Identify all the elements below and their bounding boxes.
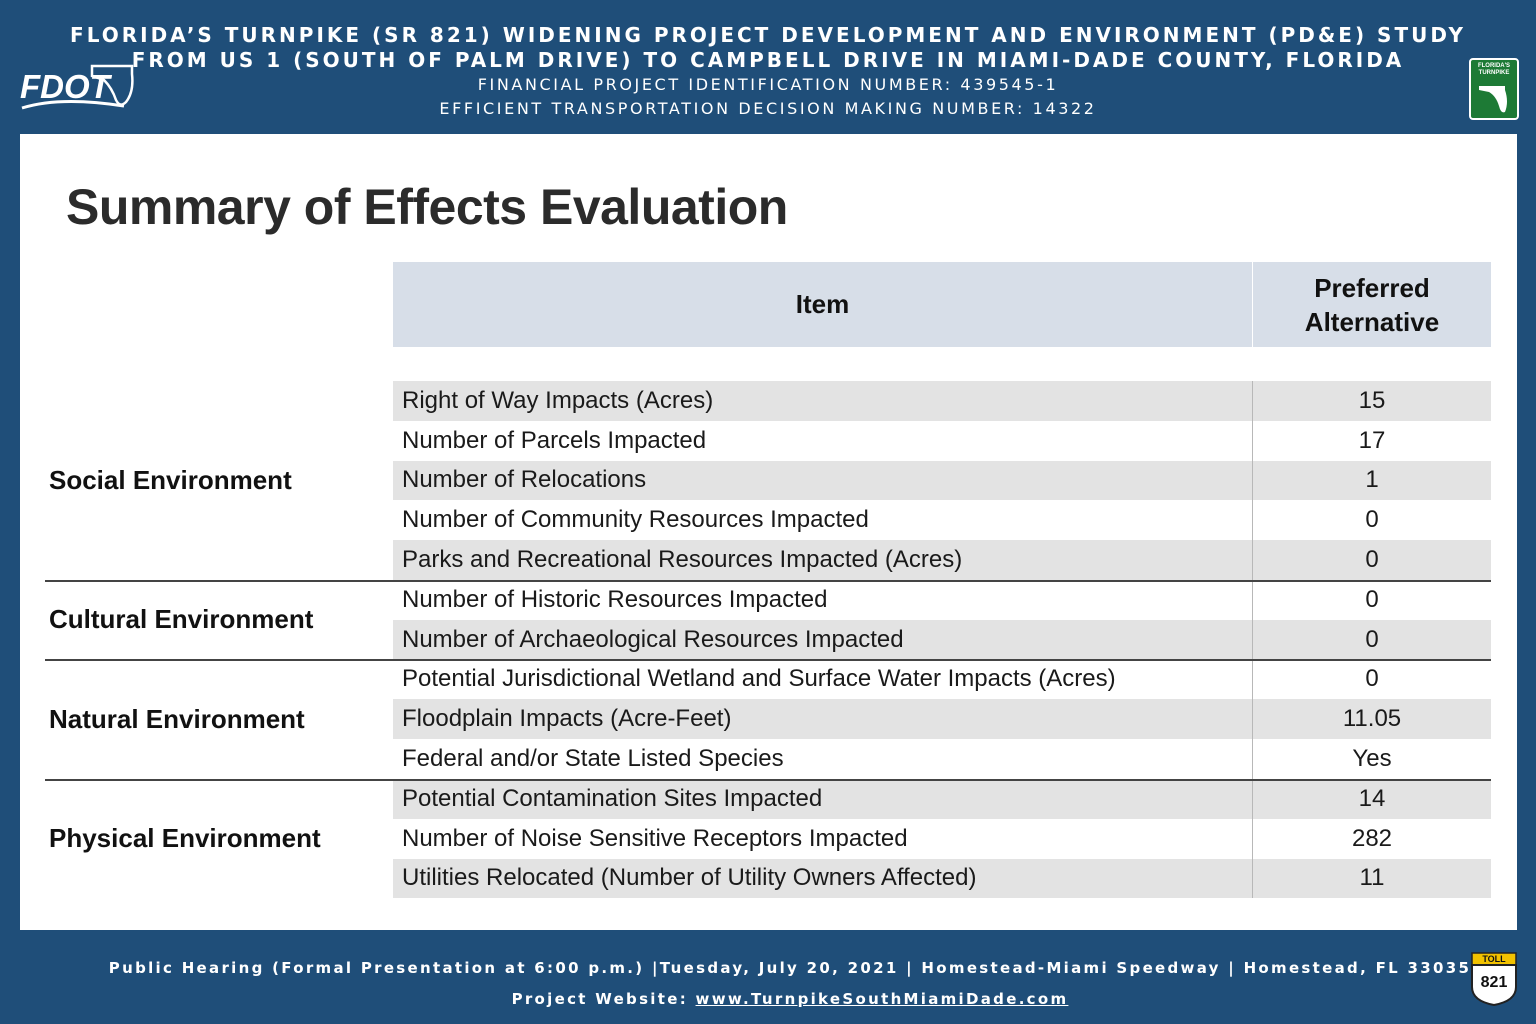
category-cultural: Cultural Environment <box>49 604 314 634</box>
row-item: Floodplain Impacts (Acre-Feet) <box>393 699 1253 740</box>
row-value: 282 <box>1351 824 1393 852</box>
column-header-item: Item <box>393 262 1253 347</box>
row-item: Number of Parcels Impacted <box>393 420 1253 461</box>
column-header-preferred: Preferred Alternative <box>1253 262 1491 347</box>
florida-outline-icon <box>21 64 134 110</box>
table-row: Right of Way Impacts (Acres) 15 <box>393 381 1491 421</box>
table-header: Item Preferred Alternative <box>393 262 1491 347</box>
row-value: 15 <box>1358 386 1386 414</box>
content-panel: Summary of Effects Evaluation Item Prefe… <box>20 134 1517 930</box>
category-social: Social Environment <box>49 465 292 495</box>
header-banner: FLORIDA’S TURNPIKE (SR 821) WIDENING PRO… <box>0 0 1536 134</box>
toll-shield-icon <box>1471 952 1517 1007</box>
category-physical: Physical Environment <box>49 823 321 853</box>
florida-turnpike-logo: FLORIDA'S TURNPIKE <box>1469 58 1519 120</box>
table-row: Federal and/or State Listed Species Yes <box>393 739 1491 779</box>
table-row: Potential Contamination Sites Impacted 1… <box>393 778 1491 819</box>
table-row: Potential Jurisdictional Wetland and Sur… <box>393 659 1491 700</box>
page-title: Summary of Effects Evaluation <box>66 179 788 235</box>
row-value: 11 <box>1359 864 1385 892</box>
table-body: Right of Way Impacts (Acres) 15 Number o… <box>393 381 1491 899</box>
category-natural: Natural Environment <box>49 704 305 734</box>
header-etdm: EFFICIENT TRANSPORTATION DECISION MAKING… <box>439 99 1097 118</box>
row-item: Number of Noise Sensitive Receptors Impa… <box>393 818 1253 859</box>
row-item: Number of Community Resources Impacted <box>393 500 1253 541</box>
toll-label: TOLL <box>1482 954 1506 964</box>
row-value: 0 <box>1365 546 1379 574</box>
table-row: Parks and Recreational Resources Impacte… <box>393 540 1491 580</box>
row-item: Potential Contamination Sites Impacted <box>393 778 1253 819</box>
table-row: Number of Parcels Impacted 17 <box>393 420 1491 461</box>
header-title-line1: FLORIDA’S TURNPIKE (SR 821) WIDENING PRO… <box>70 23 1466 47</box>
row-value: 0 <box>1365 665 1379 693</box>
row-value: 14 <box>1358 784 1386 812</box>
row-item: Parks and Recreational Resources Impacte… <box>393 540 1253 580</box>
row-value: 0 <box>1365 625 1379 653</box>
row-value: 11.05 <box>1342 705 1402 733</box>
category-divider <box>45 659 1491 661</box>
florida-shape-icon <box>1479 86 1507 113</box>
project-website-link[interactable]: www.TurnpikeSouthMiamiDade.com <box>695 990 1069 1008</box>
category-divider <box>45 580 1491 582</box>
toll-821-logo: TOLL 821 <box>1469 951 1519 1007</box>
table-row: Floodplain Impacts (Acre-Feet) 11.05 <box>393 699 1491 740</box>
website-label: Project Website: <box>511 990 688 1008</box>
row-item: Potential Jurisdictional Wetland and Sur… <box>393 659 1253 700</box>
route-number: 821 <box>1480 974 1508 991</box>
row-value: 17 <box>1358 426 1386 454</box>
row-item: Number of Relocations <box>393 460 1253 501</box>
table-row: Number of Historic Resources Impacted 0 <box>393 579 1491 620</box>
row-item: Federal and/or State Listed Species <box>393 739 1253 779</box>
table-row: Number of Archaeological Resources Impac… <box>393 619 1491 660</box>
project-website-line: Project Website: www.TurnpikeSouthMiamiD… <box>0 990 1536 1008</box>
footer-banner: Public Hearing (Formal Presentation at 6… <box>0 930 1536 1024</box>
header-fpid: FINANCIAL PROJECT IDENTIFICATION NUMBER:… <box>477 75 1059 94</box>
row-value: 1 <box>1365 466 1379 494</box>
row-value: Yes <box>1352 745 1392 773</box>
table-row: Number of Relocations 1 <box>393 460 1491 501</box>
fdot-logo-text: FDOT <box>20 68 110 105</box>
row-value: 0 <box>1365 585 1379 613</box>
row-item: Utilities Relocated (Number of Utility O… <box>393 858 1253 899</box>
row-value: 0 <box>1365 506 1379 534</box>
category-divider <box>45 779 1491 781</box>
hearing-info: Public Hearing (Formal Presentation at 6… <box>108 959 1472 977</box>
table-row: Utilities Relocated (Number of Utility O… <box>393 858 1491 899</box>
header-title-line2: FROM US 1 (SOUTH OF PALM DRIVE) TO CAMPB… <box>131 48 1405 72</box>
row-item: Right of Way Impacts (Acres) <box>393 381 1253 421</box>
table-row: Number of Noise Sensitive Receptors Impa… <box>393 818 1491 859</box>
table-row: Number of Community Resources Impacted 0 <box>393 500 1491 541</box>
column-header-preferred-label: Preferred Alternative <box>1304 272 1440 337</box>
fdot-logo: FDOT <box>20 62 136 114</box>
turnpike-logo-text: FLORIDA'S TURNPIKE <box>1477 63 1511 76</box>
row-item: Number of Historic Resources Impacted <box>393 579 1253 620</box>
row-item: Number of Archaeological Resources Impac… <box>393 619 1253 660</box>
